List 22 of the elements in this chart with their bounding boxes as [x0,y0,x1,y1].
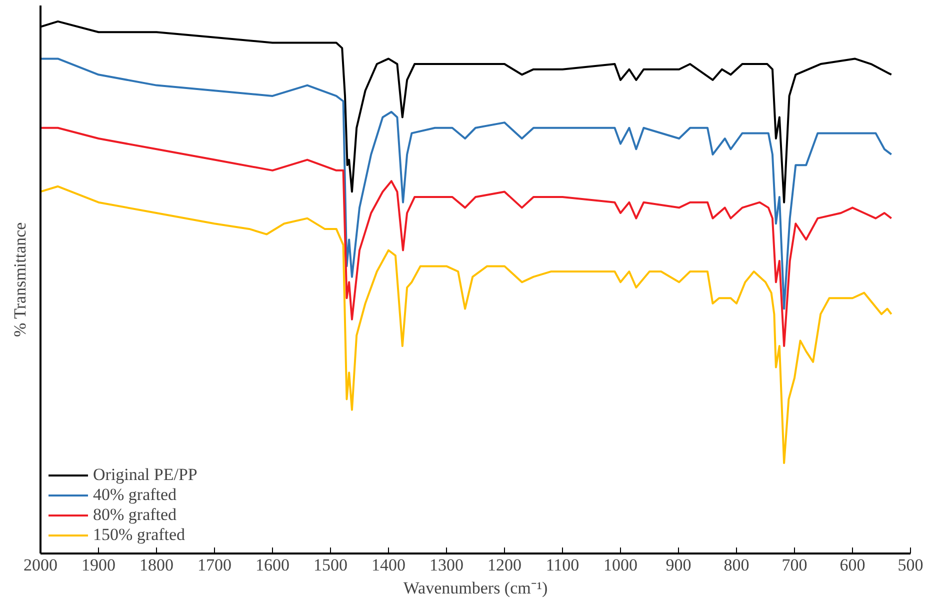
x-tick-label: 2000 [24,556,58,574]
x-tick-label: 700 [782,556,808,574]
x-tick-label: 600 [840,556,866,574]
x-axis-title: Wavenumbers (cm⁻¹) [403,578,548,598]
y-axis-title: % Transmittance [10,222,30,338]
x-tick-label: 800 [724,556,750,574]
legend-label: 150% grafted [93,525,186,545]
x-tick-label: 1700 [198,556,232,574]
x-tick-label: 500 [898,556,924,574]
x-tick-label: 900 [666,556,692,574]
x-tick-label: 1300 [430,556,464,574]
x-tick-label: 1800 [140,556,174,574]
legend-label: 40% grafted [93,485,177,505]
x-tick-label: 1600 [256,556,290,574]
x-tick-label: 1200 [488,556,522,574]
x-tick-label: 1100 [546,556,580,574]
x-tick-label: 1000 [604,556,638,574]
legend-label: Original PE/PP [93,465,198,485]
x-tick-label: 1400 [372,556,406,574]
x-tick-label: 1500 [314,556,348,574]
x-tick-label: 1900 [82,556,116,574]
legend-label: 80% grafted [93,505,177,525]
